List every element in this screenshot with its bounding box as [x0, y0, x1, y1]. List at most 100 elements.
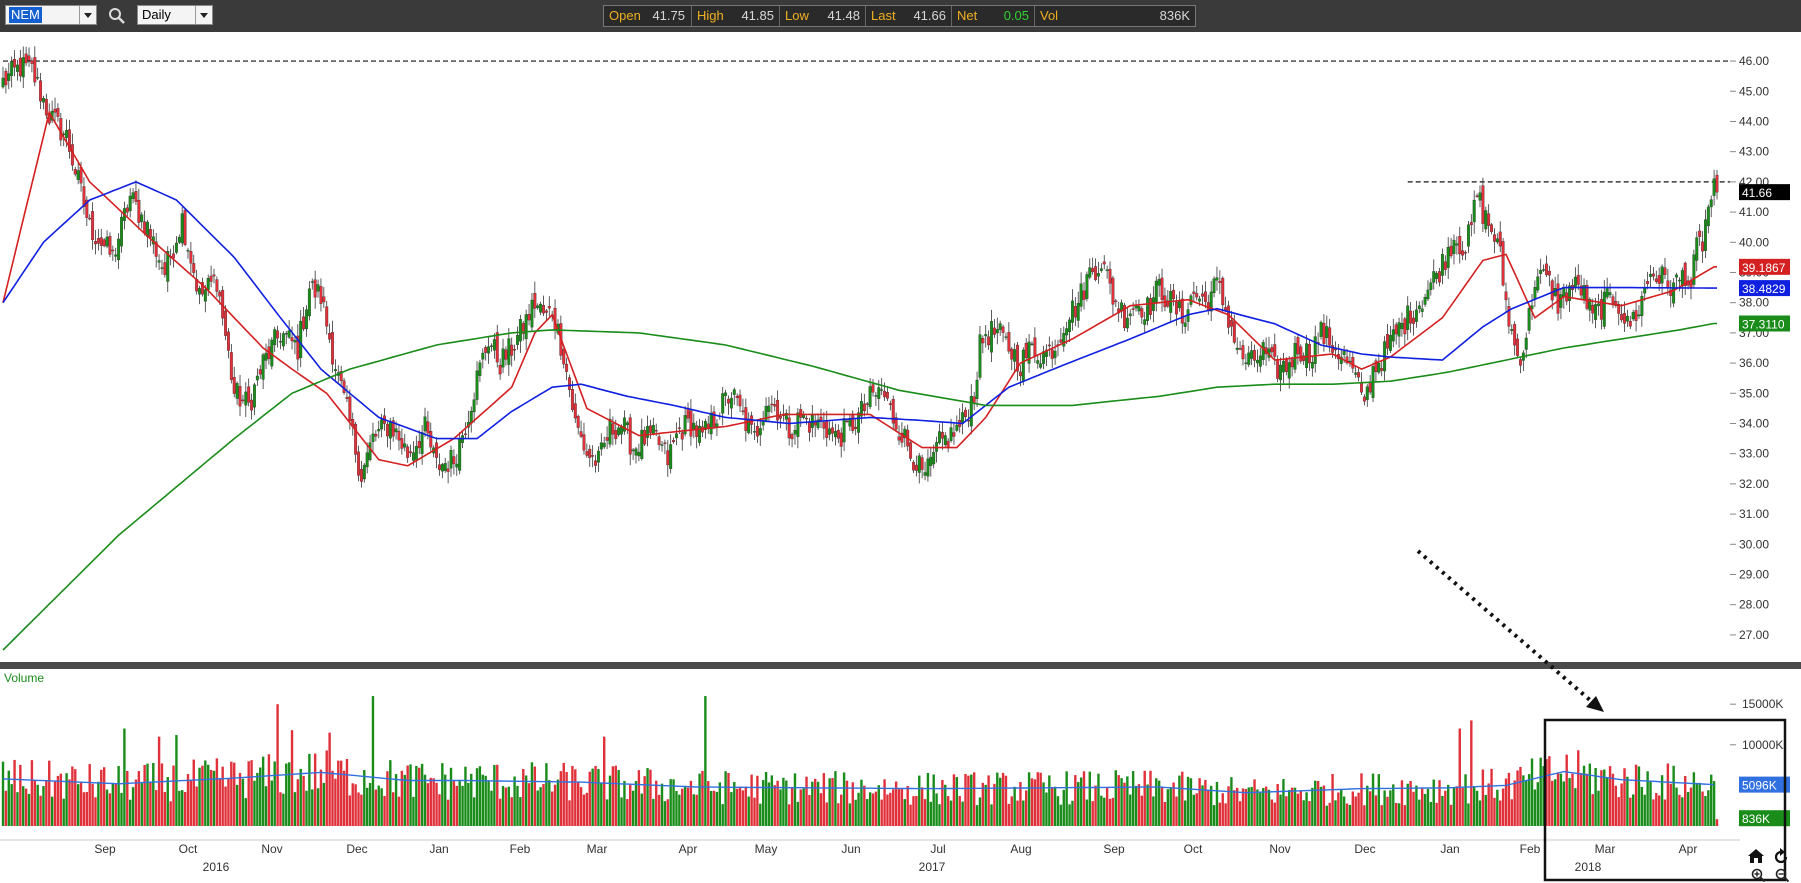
candle	[987, 336, 991, 346]
volume-bar	[1030, 778, 1034, 826]
volume-bar	[1710, 774, 1713, 826]
chevron-down-icon[interactable]	[79, 6, 96, 24]
volume-bar	[1166, 789, 1170, 826]
volume-bar	[1134, 785, 1138, 826]
candle	[1527, 308, 1531, 331]
volume-bar	[984, 784, 987, 826]
chevron-down-icon[interactable]	[195, 6, 212, 24]
volume-bar	[556, 779, 560, 826]
volume-bar	[1400, 780, 1404, 826]
volume-bar	[1290, 787, 1294, 826]
volume-bar	[267, 754, 271, 826]
candle	[1044, 349, 1048, 357]
volume-bar	[426, 783, 430, 826]
candle	[163, 262, 167, 275]
zoom-in-icon[interactable]	[1751, 868, 1765, 882]
volume-bar	[449, 767, 453, 826]
volume-bar	[218, 778, 221, 826]
volume-bar	[178, 790, 181, 826]
candle	[36, 77, 40, 79]
volume-average-line	[2, 770, 1715, 794]
price-chart[interactable]: 27.00 28.00 29.00 30.00 31.00 32.00 33.00 34.00…	[0, 32, 1801, 883]
volume-bar	[1435, 802, 1438, 826]
candle	[276, 330, 280, 339]
candle	[1634, 310, 1638, 321]
volume-bar	[880, 799, 883, 826]
symbol-text[interactable]: NEM	[9, 7, 42, 23]
candle	[85, 199, 89, 218]
volume-bar	[97, 781, 100, 826]
volume-bar	[1244, 789, 1248, 826]
search-icon[interactable]	[108, 7, 126, 25]
candle	[1452, 239, 1456, 254]
candle	[651, 425, 655, 434]
volume-bar	[571, 765, 574, 826]
volume-bar	[207, 764, 210, 826]
volume-bar	[1022, 800, 1025, 826]
zoom-out-icon[interactable]	[1775, 868, 1789, 882]
candle	[446, 468, 450, 472]
annotation-box	[1543, 718, 1787, 882]
candle	[1484, 210, 1488, 230]
candle	[307, 288, 311, 317]
volume-bar	[230, 761, 233, 826]
volume-bar	[1380, 805, 1383, 826]
volume-bar	[892, 789, 895, 826]
volume-bar	[322, 782, 326, 826]
volume-bar	[1496, 789, 1499, 826]
candle	[1097, 273, 1100, 277]
price-tick-label: 33.00	[1739, 447, 1769, 461]
volume-bar	[819, 793, 823, 826]
refresh-icon[interactable]	[1772, 848, 1790, 866]
volume-bar	[1345, 803, 1349, 826]
candle	[125, 207, 129, 213]
candle	[1492, 234, 1496, 242]
volume-bar	[1522, 775, 1525, 826]
candle	[1279, 364, 1283, 381]
candle	[27, 55, 31, 61]
volume-bar	[394, 774, 398, 826]
candle	[695, 425, 699, 437]
candle	[712, 411, 716, 427]
symbol-input[interactable]: NEM	[5, 5, 97, 25]
volume-bar	[735, 788, 739, 826]
value-label-box	[1739, 258, 1790, 275]
volume-bar	[923, 799, 927, 826]
volume-bar	[287, 762, 291, 826]
volume-bar	[100, 769, 103, 826]
candle	[1261, 342, 1265, 360]
volume-bar	[1282, 779, 1285, 826]
candle	[157, 260, 161, 263]
home-icon[interactable]	[1747, 848, 1765, 864]
candle	[440, 464, 444, 472]
year-label: 2016	[203, 860, 230, 874]
volume-bar	[1348, 804, 1352, 826]
volume-bar	[256, 772, 259, 826]
volume-bar	[946, 796, 950, 826]
volume-bar	[900, 789, 904, 826]
candle	[1466, 224, 1470, 247]
candle	[1195, 293, 1199, 298]
candle	[235, 383, 239, 399]
volume-bar	[640, 793, 643, 826]
candle	[16, 64, 19, 72]
candle	[1709, 199, 1713, 208]
interval-select[interactable]: Daily	[137, 5, 213, 25]
candle	[313, 279, 317, 298]
candle	[111, 249, 115, 252]
volume-bar	[603, 736, 606, 826]
candle	[1172, 289, 1176, 299]
candle	[371, 433, 375, 442]
candle	[1247, 352, 1251, 365]
volume-bar	[299, 768, 302, 826]
volume-bar	[1444, 790, 1447, 826]
volume-bar	[675, 790, 678, 826]
candle	[1238, 348, 1242, 350]
volume-bar	[1157, 780, 1161, 826]
volume-bar	[1420, 787, 1424, 826]
candle	[1374, 360, 1378, 373]
candle	[1504, 291, 1508, 301]
volume-bar	[1484, 794, 1487, 826]
volume-bar	[65, 773, 68, 826]
candle	[1203, 291, 1207, 302]
